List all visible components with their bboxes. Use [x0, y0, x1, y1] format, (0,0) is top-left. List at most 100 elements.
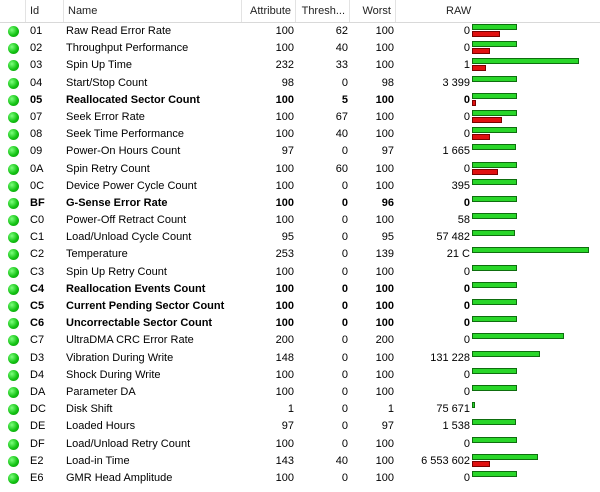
status-ok-icon: [8, 26, 19, 37]
status-ok-icon: [8, 335, 19, 347]
table-row[interactable]: D3 Vibration During Write 148 0 100 131 228: [0, 350, 600, 367]
table-row[interactable]: 0C Device Power Cycle Count 100 0 100 395: [0, 178, 600, 195]
table-row[interactable]: C6 Uncorrectable Sector Count 100 0 100 0: [0, 315, 600, 332]
value-bar: [472, 247, 589, 254]
attribute-column-header[interactable]: Attribute: [242, 0, 296, 22]
threshold-column-header[interactable]: Thresh...: [296, 0, 350, 22]
attribute-id: 01: [30, 25, 43, 37]
table-row[interactable]: 01 Raw Read Error Rate 100 62 100 0: [0, 23, 600, 40]
table-row[interactable]: DA Parameter DA 100 0 100 0: [0, 384, 600, 401]
attribute-id: 09: [30, 145, 43, 158]
raw-value: 0: [463, 317, 470, 330]
table-row[interactable]: C5 Current Pending Sector Count 100 0 100 0: [0, 298, 600, 315]
status-ok-icon: [8, 129, 19, 141]
id-column-header[interactable]: Id: [26, 0, 64, 22]
attribute-name: Throughput Performance: [66, 42, 189, 55]
status-column-header[interactable]: [0, 0, 26, 22]
raw-value-bars: [472, 315, 598, 332]
table-row[interactable]: C7 UltraDMA CRC Error Rate 200 0 200 0: [0, 332, 600, 349]
table-row[interactable]: 0A Spin Retry Count 100 60 100 0: [0, 161, 600, 178]
status-ok-icon: [8, 232, 19, 244]
status-ok-icon: [8, 318, 19, 330]
table-row[interactable]: C3 Spin Up Retry Count 100 0 100 0: [0, 264, 600, 281]
threshold-value: 0: [341, 265, 348, 278]
raw-value-bars: [472, 178, 598, 195]
worst-value: 95: [381, 231, 394, 244]
threshold-value: 0: [341, 437, 348, 450]
attribute-id: C4: [30, 282, 45, 295]
attribute-value: 100: [275, 368, 294, 381]
attribute-name: Power-Off Retract Count: [66, 214, 187, 227]
attribute-name: Power-On Hours Count: [66, 145, 181, 158]
table-row[interactable]: 02 Throughput Performance 100 40 100 0: [0, 40, 600, 57]
raw-value: 0: [463, 162, 470, 175]
threshold-bar: [472, 48, 490, 55]
value-bar: [472, 127, 517, 134]
worst-value: 100: [375, 214, 394, 227]
status-ok-icon: [8, 111, 19, 123]
raw-value: 0: [463, 437, 470, 450]
status-ok-icon: [8, 472, 19, 484]
raw-value: 0: [463, 110, 470, 123]
attribute-name: Raw Read Error Rate: [66, 25, 172, 37]
table-row[interactable]: 07 Seek Error Rate 100 67 100 0: [0, 109, 600, 126]
raw-value-bars: [472, 57, 598, 74]
attribute-id: 0A: [30, 162, 44, 175]
table-row[interactable]: 03 Spin Up Time 232 33 100 1: [0, 57, 600, 74]
table-row[interactable]: 08 Seek Time Performance 100 40 100 0: [0, 126, 600, 143]
raw-value: 0: [463, 42, 470, 55]
worst-value: 100: [375, 110, 394, 123]
raw-value: 0: [463, 265, 470, 278]
attribute-value: 100: [275, 471, 294, 484]
status-ok-icon: [8, 421, 19, 433]
attribute-id: D3: [30, 351, 45, 364]
threshold-bar: [472, 99, 476, 106]
value-bar: [472, 58, 579, 65]
attribute-name: Uncorrectable Sector Count: [66, 317, 213, 330]
attribute-id: C1: [30, 231, 45, 244]
worst-value: 100: [375, 162, 394, 175]
table-row[interactable]: DF Load/Unload Retry Count 100 0 100 0: [0, 436, 600, 453]
attribute-id: DA: [30, 385, 46, 398]
value-bar: [472, 367, 517, 374]
worst-value: 97: [381, 420, 394, 433]
raw-value: 1 665: [442, 145, 470, 158]
table-row[interactable]: C4 Reallocation Events Count 100 0 100 0: [0, 281, 600, 298]
table-row[interactable]: E6 GMR Head Amplitude 100 0 100 0: [0, 470, 600, 487]
threshold-value: 0: [341, 300, 348, 312]
table-row[interactable]: 04 Start/Stop Count 98 0 98 3 399: [0, 75, 600, 92]
attribute-value: 100: [275, 196, 294, 209]
table-row[interactable]: BF G-Sense Error Rate 100 0 96 0: [0, 195, 600, 212]
table-row[interactable]: C2 Temperature 253 0 139 21 C: [0, 246, 600, 263]
raw-value-bars: [472, 470, 598, 487]
name-column-header[interactable]: Name: [64, 0, 242, 22]
status-ok-icon: [8, 197, 19, 209]
threshold-value: 40: [335, 42, 348, 55]
threshold-bar: [472, 134, 490, 141]
attribute-name: Seek Error Rate: [66, 110, 145, 123]
worst-value: 100: [375, 42, 394, 55]
table-row[interactable]: D4 Shock During Write 100 0 100 0: [0, 367, 600, 384]
attribute-id: DC: [30, 403, 46, 416]
table-row[interactable]: C0 Power-Off Retract Count 100 0 100 58: [0, 212, 600, 229]
attribute-id: C2: [30, 248, 45, 261]
table-row[interactable]: 09 Power-On Hours Count 97 0 97 1 665: [0, 143, 600, 160]
table-row[interactable]: E2 Load-in Time 143 40 100 6 553 602: [0, 453, 600, 470]
table-row[interactable]: DC Disk Shift 1 0 1 75 671: [0, 401, 600, 418]
attribute-value: 1: [287, 403, 294, 416]
value-bar: [472, 144, 516, 151]
table-row[interactable]: C1 Load/Unload Cycle Count 95 0 95 57 482: [0, 229, 600, 246]
table-row[interactable]: 05 Reallocated Sector Count 100 5 100 0: [0, 92, 600, 109]
threshold-value: 0: [341, 282, 348, 295]
table-row[interactable]: DE Loaded Hours 97 0 97 1 538: [0, 418, 600, 435]
attribute-value: 100: [275, 437, 294, 450]
raw-column-header[interactable]: RAW: [446, 5, 472, 17]
attribute-name: Spin Up Retry Count: [66, 265, 167, 278]
worst-column-header[interactable]: Worst: [350, 0, 396, 22]
status-ok-icon: [8, 266, 19, 278]
attribute-value: 100: [275, 42, 294, 55]
raw-value: 0: [463, 385, 470, 398]
attribute-name: GMR Head Amplitude: [66, 471, 173, 484]
status-ok-icon: [8, 43, 19, 55]
value-bar: [472, 453, 538, 460]
